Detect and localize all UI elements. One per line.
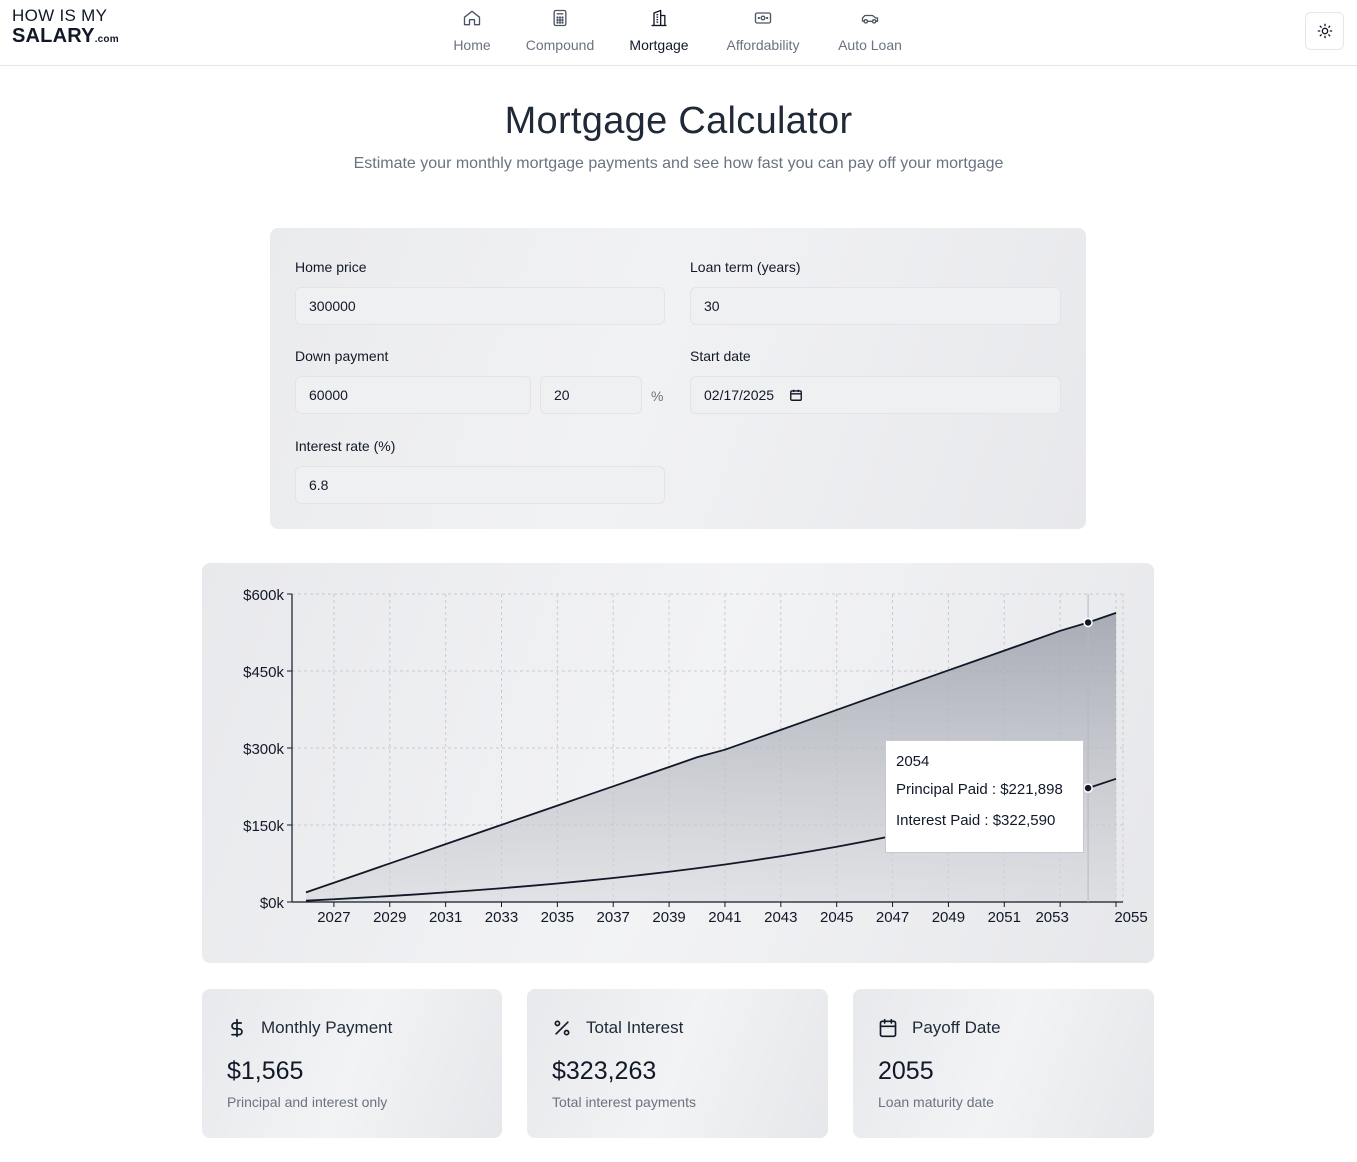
home-price-label: Home price (295, 259, 367, 275)
interest-rate-label: Interest rate (%) (295, 438, 396, 454)
nav-auto-loan-label: Auto Loan (838, 37, 902, 53)
tooltip-year: 2054 (896, 753, 930, 770)
x-tick-label: 2039 (652, 909, 685, 926)
nav-affordability-label: Affordability (726, 37, 800, 53)
y-tick-label: $450k (243, 664, 284, 681)
down-payment-input[interactable]: 60000 (295, 376, 531, 414)
x-tick-label: 2037 (597, 909, 630, 926)
banknote-icon (754, 12, 772, 24)
series-line-total (305, 612, 1117, 894)
total-interest-sub: Total interest payments (552, 1094, 696, 1110)
x-tick-label: 2031 (429, 909, 462, 926)
theme-toggle-button[interactable] (1305, 12, 1344, 50)
monthly-payment-title: Monthly Payment (261, 1018, 393, 1037)
start-date-value: 02/17/2025 (704, 387, 775, 403)
x-tick-label: 2045 (820, 909, 853, 926)
nav-compound[interactable]: Compound (524, 8, 596, 53)
x-tick-label: 2055 (1114, 909, 1147, 926)
payoff-date-value: 2055 (878, 1057, 934, 1085)
nav-mortgage[interactable]: Mortgage (627, 8, 691, 53)
x-tick-label: 2047 (876, 909, 909, 926)
nav-affordability[interactable]: Affordability (722, 8, 804, 53)
x-tick-label: 2051 (988, 909, 1021, 926)
nav-home[interactable]: Home (452, 8, 492, 53)
mortgage-form: Home price 300000 Loan term (years) 30 D… (270, 228, 1086, 529)
x-tick-label: 2049 (932, 909, 965, 926)
nav-mortgage-label: Mortgage (629, 37, 689, 53)
monthly-payment-card: Monthly Payment $1,565 Principal and int… (202, 989, 502, 1138)
logo-line1: HOW IS MY (12, 6, 108, 25)
monthly-payment-value: $1,565 (227, 1057, 304, 1085)
loan-term-label: Loan term (years) (690, 259, 801, 275)
percent-icon (554, 1020, 570, 1036)
payoff-date-card: Payoff Date 2055 Loan maturity date (853, 989, 1154, 1138)
dollar-icon (231, 1018, 243, 1038)
x-tick-label: 2027 (317, 909, 350, 926)
loan-term-input[interactable]: 30 (690, 287, 1061, 325)
logo-line2: SALARY.com (12, 25, 119, 47)
total-interest-value: $323,263 (552, 1057, 657, 1085)
down-payment-label: Down payment (295, 348, 389, 364)
payoff-date-sub: Loan maturity date (878, 1094, 994, 1110)
x-tick-label: 2043 (764, 909, 797, 926)
calculator-icon (553, 9, 567, 27)
tooltip-principal: Principal Paid : $221,898 (896, 781, 1063, 798)
down-payment-percent-input[interactable]: 20 (540, 376, 642, 414)
chart-tooltip: 2054 Principal Paid : $221,898 Interest … (885, 740, 1084, 853)
page-title: Mortgage Calculator (504, 100, 853, 142)
page-subtitle: Estimate your monthly mortgage payments … (353, 155, 1004, 172)
x-tick-label: 2033 (485, 909, 518, 926)
x-tick-label: 2029 (373, 909, 406, 926)
start-date-input[interactable]: 02/17/2025 (690, 376, 1061, 414)
calendar-icon (879, 1018, 897, 1038)
home-icon (463, 10, 481, 26)
start-date-label: Start date (690, 348, 751, 364)
hover-point-interest (1083, 617, 1093, 628)
payoff-date-title: Payoff Date (912, 1018, 1001, 1037)
main-nav: Home Compound Mortgage Affordability Aut… (0, 0, 1357, 66)
y-tick-label: $600k (243, 587, 284, 604)
total-interest-card: Total Interest $323,263 Total interest p… (527, 989, 828, 1138)
tooltip-interest: Interest Paid : $322,590 (896, 812, 1056, 829)
total-interest-title: Total Interest (586, 1018, 684, 1037)
home-price-input[interactable]: 300000 (295, 287, 665, 325)
y-tick-label: $300k (243, 741, 284, 758)
percent-symbol: % (651, 388, 664, 404)
site-logo[interactable]: HOW IS MY SALARY.com (12, 7, 119, 46)
sun-icon (1317, 23, 1332, 39)
nav-auto-loan[interactable]: Auto Loan (835, 8, 905, 53)
building-icon (651, 9, 667, 27)
nav-home-label: Home (453, 37, 491, 53)
monthly-payment-sub: Principal and interest only (227, 1094, 388, 1110)
y-tick-label: $150k (243, 818, 284, 835)
y-tick-label: $0k (260, 895, 285, 912)
top-header: HOW IS MY SALARY.com Home Compound Mortg… (0, 0, 1357, 66)
car-icon (861, 14, 879, 24)
calendar-picker-icon[interactable] (789, 388, 803, 402)
x-tick-label: 2053 (1035, 909, 1068, 926)
nav-compound-label: Compound (525, 37, 595, 53)
interest-rate-input[interactable]: 6.8 (295, 466, 665, 504)
x-tick-label: 2041 (708, 909, 741, 926)
x-tick-label: 2035 (541, 909, 574, 926)
hover-point-principal (1083, 783, 1093, 793)
